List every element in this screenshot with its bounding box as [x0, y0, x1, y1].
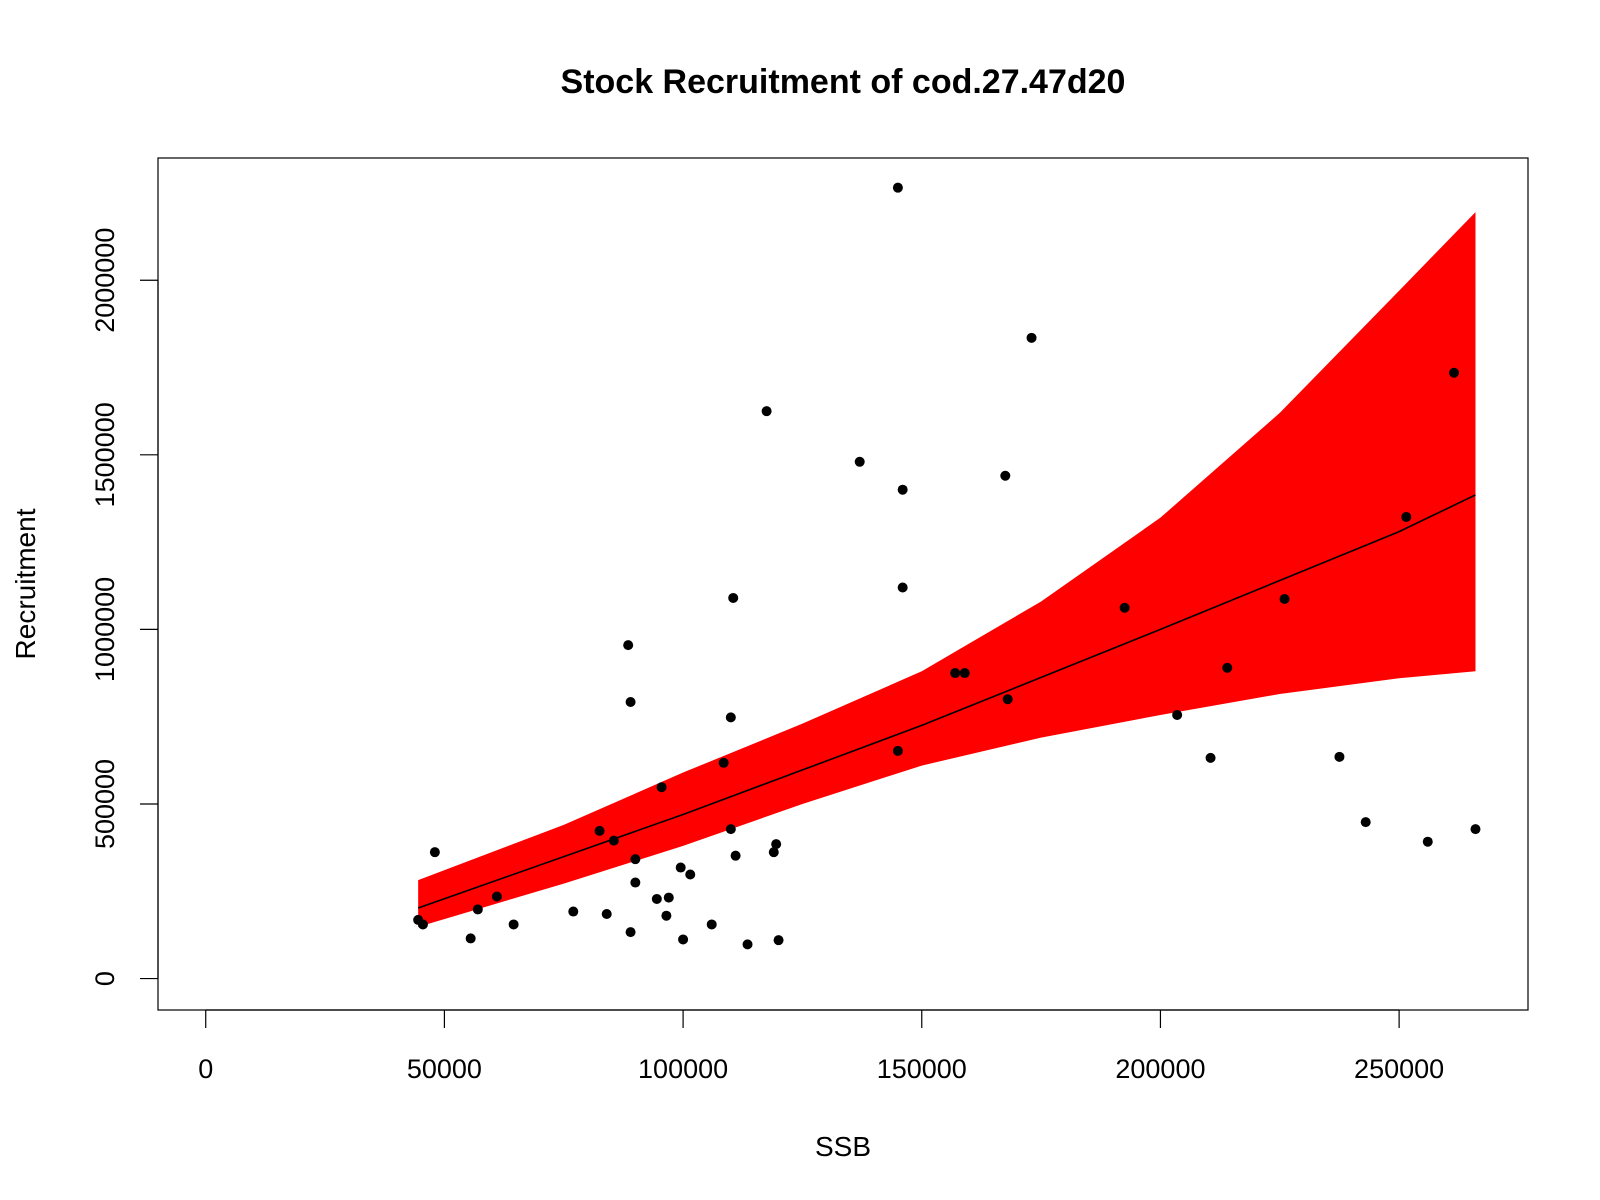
- y-tick-label: 1500000: [90, 402, 120, 507]
- data-point: [1279, 594, 1290, 605]
- data-point: [1449, 367, 1460, 378]
- data-point: [472, 904, 483, 915]
- y-axis-label: Recruitment: [10, 508, 41, 659]
- x-tick-label: 150000: [877, 1054, 967, 1084]
- data-point: [1000, 470, 1011, 481]
- chart-title: Stock Recruitment of cod.27.47d20: [561, 63, 1126, 101]
- data-point: [1401, 511, 1412, 522]
- x-tick-label: 200000: [1115, 1054, 1205, 1084]
- x-tick-label: 0: [198, 1054, 213, 1084]
- x-tick-label: 250000: [1354, 1054, 1444, 1084]
- plot-area: [413, 182, 1481, 950]
- data-point: [594, 825, 605, 836]
- data-point: [1119, 602, 1130, 613]
- x-axis-label: SSB: [815, 1131, 871, 1162]
- data-point: [706, 919, 717, 930]
- data-point: [465, 933, 476, 944]
- data-point: [661, 910, 672, 921]
- data-point: [897, 484, 908, 495]
- y-tick-label: 0: [90, 971, 120, 986]
- data-point: [1026, 332, 1037, 343]
- data-point: [625, 927, 636, 938]
- x-tick-label: 50000: [407, 1054, 482, 1084]
- x-axis: 0 50000 100000 150000 200000 250000: [198, 1009, 1444, 1084]
- data-point: [678, 934, 689, 945]
- data-point: [663, 892, 674, 903]
- data-point: [568, 906, 579, 917]
- data-point: [1360, 817, 1371, 828]
- data-point: [630, 854, 641, 865]
- data-point: [608, 835, 619, 846]
- data-point: [761, 406, 772, 417]
- x-tick-label: 100000: [638, 1054, 728, 1084]
- data-point: [959, 668, 970, 679]
- data-point: [429, 847, 440, 858]
- data-point: [1470, 824, 1481, 835]
- data-point: [1002, 694, 1013, 705]
- data-point: [768, 847, 779, 858]
- data-point: [601, 908, 612, 919]
- y-tick-label: 1000000: [90, 577, 120, 682]
- data-point: [773, 935, 784, 946]
- data-point: [897, 582, 908, 593]
- data-point: [1172, 709, 1183, 720]
- y-tick-label: 2000000: [90, 228, 120, 333]
- data-point: [718, 757, 729, 768]
- data-point: [730, 850, 741, 861]
- data-point: [725, 712, 736, 723]
- data-point: [771, 839, 782, 850]
- data-point: [1334, 751, 1345, 762]
- data-point: [491, 891, 502, 902]
- data-point: [651, 893, 662, 904]
- data-point: [742, 939, 753, 950]
- data-point: [892, 182, 903, 193]
- data-point: [630, 877, 641, 888]
- data-point: [1422, 836, 1433, 847]
- y-tick-label: 500000: [90, 759, 120, 849]
- y-axis: 0 500000 1000000 1500000 2000000: [90, 228, 159, 986]
- data-point: [892, 745, 903, 756]
- data-point: [685, 869, 696, 880]
- data-point: [625, 697, 636, 708]
- data-point: [854, 456, 865, 467]
- data-point: [623, 640, 634, 651]
- data-point: [725, 824, 736, 835]
- data-point: [1222, 662, 1233, 673]
- data-point: [675, 862, 686, 873]
- confidence-band: [418, 212, 1476, 927]
- data-point: [950, 668, 961, 679]
- data-point: [1205, 752, 1216, 763]
- data-point: [508, 919, 519, 930]
- fitted-line: [417, 494, 1476, 909]
- data-point: [656, 782, 667, 793]
- data-point: [417, 919, 428, 930]
- data-point: [728, 592, 739, 603]
